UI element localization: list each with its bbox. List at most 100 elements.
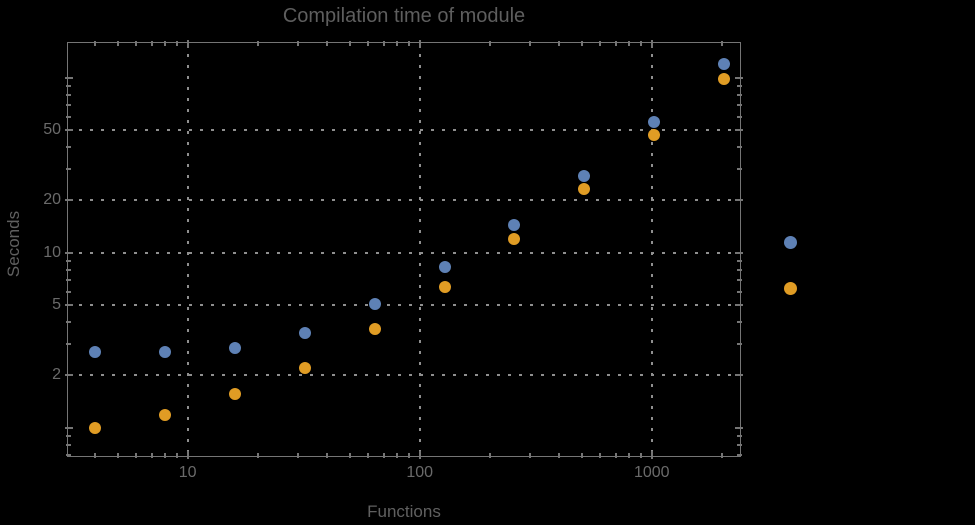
y-tick-mark: [66, 268, 71, 271]
data-point: [648, 129, 661, 142]
y-tick-mark: [65, 304, 73, 307]
y-tick-mark: [66, 453, 71, 456]
x-tick-mark: [326, 41, 329, 46]
x-tick-mark: [599, 41, 602, 46]
x-tick-mark: [488, 453, 491, 458]
x-tick-mark: [176, 453, 179, 458]
y-tick-label: 10: [43, 243, 61, 261]
x-tick-mark: [418, 40, 421, 48]
y-tick-label: 5: [52, 296, 61, 314]
x-tick-mark: [135, 453, 138, 458]
data-point: [368, 323, 381, 336]
x-tick-mark: [529, 453, 532, 458]
y-tick-mark: [737, 146, 742, 149]
y-tick-mark: [737, 321, 742, 324]
h-gridline: [68, 304, 740, 307]
data-point: [368, 297, 381, 310]
data-point: [718, 73, 731, 86]
x-tick-mark: [164, 453, 167, 458]
y-tick-mark: [735, 199, 743, 202]
y-tick-mark: [66, 115, 71, 118]
data-point: [578, 183, 591, 196]
x-tick-mark: [529, 41, 532, 46]
x-tick-mark: [348, 453, 351, 458]
y-tick-mark: [66, 321, 71, 324]
x-tick-mark: [418, 451, 421, 459]
x-tick-mark: [367, 453, 370, 458]
x-tick-label: 1000: [633, 464, 670, 481]
plot-frame: [67, 42, 741, 457]
x-tick-mark: [580, 41, 583, 46]
x-tick-mark: [558, 41, 561, 46]
y-tick-mark: [737, 443, 742, 446]
x-tick-mark: [116, 453, 119, 458]
y-tick-mark: [65, 251, 73, 254]
h-gridline: [68, 129, 740, 132]
x-tick-mark: [382, 41, 385, 46]
x-tick-mark: [256, 453, 259, 458]
h-gridline: [68, 374, 740, 377]
x-tick-mark: [614, 453, 617, 458]
x-tick-mark: [297, 41, 300, 46]
x-tick-mark: [396, 453, 399, 458]
data-point: [159, 409, 172, 422]
x-tick-mark: [94, 453, 97, 458]
y-tick-mark: [735, 129, 743, 132]
x-tick-mark: [580, 453, 583, 458]
y-tick-mark: [737, 290, 742, 293]
x-tick-mark: [176, 41, 179, 46]
y-tick-mark: [66, 93, 71, 96]
legend-marker: [783, 235, 797, 249]
x-tick-mark: [164, 41, 167, 46]
data-point: [229, 342, 242, 355]
y-tick-mark: [65, 374, 73, 377]
data-point: [718, 57, 731, 70]
x-tick-mark: [408, 453, 411, 458]
y-tick-label: 2: [52, 366, 61, 384]
x-tick-mark: [150, 41, 153, 46]
legend-marker: [783, 281, 797, 295]
data-point: [438, 260, 451, 273]
v-gridline: [418, 43, 421, 456]
x-tick-mark: [348, 41, 351, 46]
y-tick-mark: [737, 168, 742, 171]
y-tick-mark: [65, 129, 73, 132]
y-tick-mark: [735, 426, 743, 429]
x-tick-mark: [186, 451, 189, 459]
h-gridline: [68, 251, 740, 254]
y-tick-mark: [735, 76, 743, 79]
x-tick-mark: [326, 453, 329, 458]
y-tick-mark: [66, 146, 71, 149]
x-tick-mark: [558, 453, 561, 458]
x-tick-mark: [650, 40, 653, 48]
x-tick-mark: [367, 41, 370, 46]
x-tick-label: 10: [178, 464, 197, 481]
v-gridline: [186, 43, 189, 456]
x-tick-mark: [256, 41, 259, 46]
x-tick-mark: [720, 453, 723, 458]
x-tick-mark: [186, 40, 189, 48]
x-tick-mark: [396, 41, 399, 46]
y-tick-label: 50: [43, 121, 61, 139]
data-point: [298, 361, 311, 374]
x-tick-mark: [640, 453, 643, 458]
y-tick-mark: [66, 168, 71, 171]
y-tick-mark: [737, 278, 742, 281]
h-gridline: [68, 199, 740, 202]
x-tick-mark: [94, 41, 97, 46]
data-point: [159, 346, 172, 359]
x-tick-mark: [488, 41, 491, 46]
data-point: [648, 115, 661, 128]
y-tick-mark: [66, 259, 71, 262]
y-tick-label: 20: [43, 191, 61, 209]
y-tick-mark: [737, 115, 742, 118]
x-tick-mark: [135, 41, 138, 46]
y-tick-mark: [735, 374, 743, 377]
x-tick-mark: [628, 453, 631, 458]
chart-title: Compilation time of module: [282, 5, 526, 27]
x-tick-mark: [382, 453, 385, 458]
y-tick-mark: [65, 199, 73, 202]
x-tick-label: 100: [406, 464, 434, 481]
data-point: [229, 388, 242, 401]
